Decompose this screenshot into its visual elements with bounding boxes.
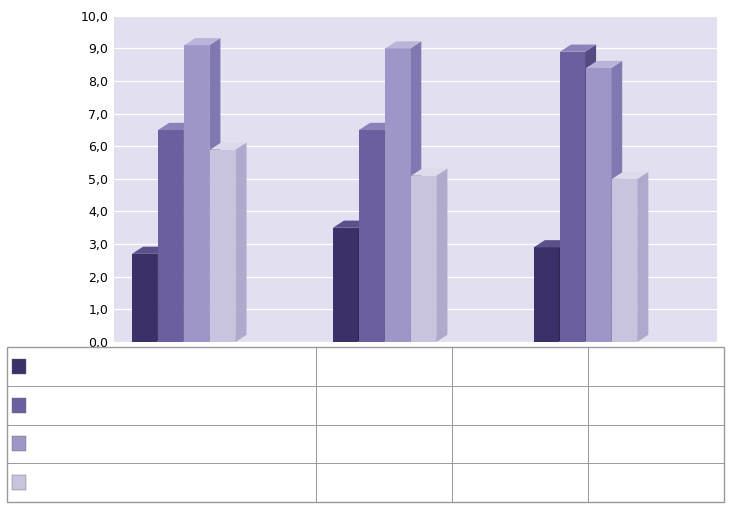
Text: 5,1: 5,1 — [510, 476, 530, 489]
Text: 5,0: 5,0 — [646, 476, 666, 489]
Polygon shape — [333, 334, 448, 342]
Polygon shape — [157, 246, 168, 342]
Text: Teknisk, plan, landbruk: Teknisk, plan, landbruk — [31, 476, 175, 489]
FancyBboxPatch shape — [412, 175, 437, 342]
Polygon shape — [559, 240, 570, 342]
FancyBboxPatch shape — [560, 52, 585, 342]
Text: 9,0: 9,0 — [510, 437, 530, 450]
Polygon shape — [611, 61, 623, 342]
Polygon shape — [158, 123, 194, 130]
Text: 6,5: 6,5 — [510, 399, 530, 412]
Polygon shape — [333, 220, 369, 228]
Polygon shape — [637, 172, 648, 342]
Text: 8,4: 8,4 — [646, 437, 666, 450]
Polygon shape — [437, 169, 448, 342]
FancyBboxPatch shape — [132, 254, 157, 342]
FancyBboxPatch shape — [158, 130, 183, 342]
Polygon shape — [183, 123, 194, 342]
FancyBboxPatch shape — [534, 248, 559, 342]
Polygon shape — [410, 41, 421, 342]
Polygon shape — [209, 38, 220, 342]
Polygon shape — [210, 143, 246, 149]
Polygon shape — [359, 123, 395, 130]
Polygon shape — [534, 334, 648, 342]
Text: Skoler og bhg: Skoler og bhg — [31, 399, 117, 412]
Text: 9,1: 9,1 — [374, 437, 394, 450]
Polygon shape — [235, 143, 246, 342]
FancyBboxPatch shape — [210, 149, 235, 342]
Polygon shape — [384, 123, 395, 342]
Polygon shape — [184, 38, 220, 45]
Polygon shape — [534, 240, 570, 248]
FancyBboxPatch shape — [333, 228, 358, 342]
Text: 6,5: 6,5 — [374, 399, 394, 412]
Polygon shape — [358, 220, 369, 342]
Polygon shape — [132, 334, 246, 342]
FancyBboxPatch shape — [612, 179, 637, 342]
Polygon shape — [412, 169, 448, 175]
Text: 2,9: 2,9 — [646, 360, 666, 373]
Text: 5,9: 5,9 — [374, 476, 394, 489]
Polygon shape — [585, 45, 596, 342]
FancyBboxPatch shape — [184, 45, 209, 342]
Text: 2,7: 2,7 — [374, 360, 394, 373]
Text: PLO,PU, Helse m.m: PLO,PU, Helse m.m — [31, 437, 151, 450]
Text: 3,5: 3,5 — [510, 360, 530, 373]
Polygon shape — [132, 246, 168, 254]
FancyBboxPatch shape — [385, 48, 410, 342]
Text: 8,9: 8,9 — [646, 399, 666, 412]
Polygon shape — [385, 41, 421, 48]
Polygon shape — [612, 172, 648, 179]
FancyBboxPatch shape — [359, 130, 384, 342]
Polygon shape — [586, 61, 623, 68]
Polygon shape — [560, 45, 596, 52]
FancyBboxPatch shape — [586, 68, 611, 342]
Text: Sentralt tjenesteområde: Sentralt tjenesteområde — [31, 359, 184, 374]
